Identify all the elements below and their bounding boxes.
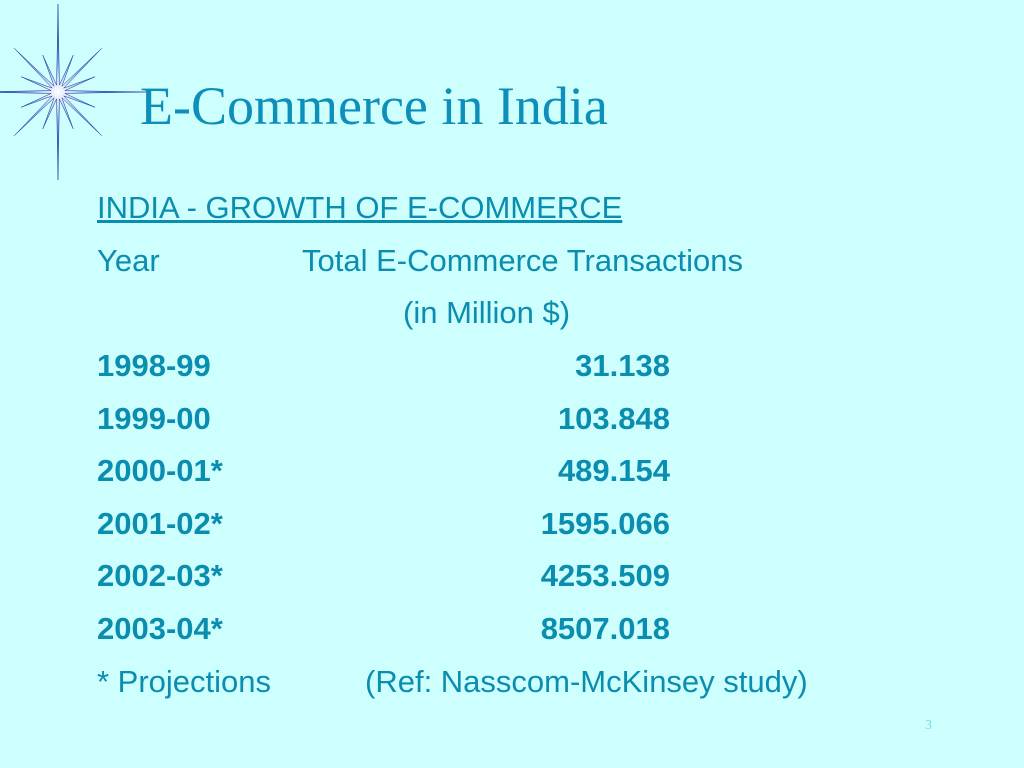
footnote: * Projections xyxy=(97,664,272,699)
star xyxy=(0,3,147,181)
value-cell: 31.138 xyxy=(575,348,670,383)
year-cell: 2003-04* xyxy=(97,611,223,646)
table-caption: INDIA - GROWTH OF E-COMMERCE xyxy=(97,190,623,225)
column-header: (in Million $) xyxy=(403,295,571,330)
column-header: Total E-Commerce Transactions xyxy=(302,243,744,278)
value-cell: 4253.509 xyxy=(540,558,670,594)
year-cell: 2001-02* xyxy=(97,505,223,541)
value-cell: 103.848 xyxy=(557,400,670,436)
year-cell: 1998-99 xyxy=(97,348,211,383)
reference: (Ref: Nasscom-McKinsey study) xyxy=(365,664,808,699)
value-cell: 8507.018 xyxy=(540,611,670,646)
column-header: Year xyxy=(97,243,160,278)
year-cell: 1999-00 xyxy=(97,400,211,436)
slide-title: E-Commerce in India xyxy=(140,76,608,136)
value-cell: 1595.066 xyxy=(540,505,670,541)
star-icon xyxy=(0,3,147,181)
year-cell: 2002-03* xyxy=(97,558,223,594)
year-cell: 2000-01* xyxy=(97,453,223,489)
value-cell: 489.154 xyxy=(557,453,670,489)
page-number: 3 xyxy=(925,718,932,733)
